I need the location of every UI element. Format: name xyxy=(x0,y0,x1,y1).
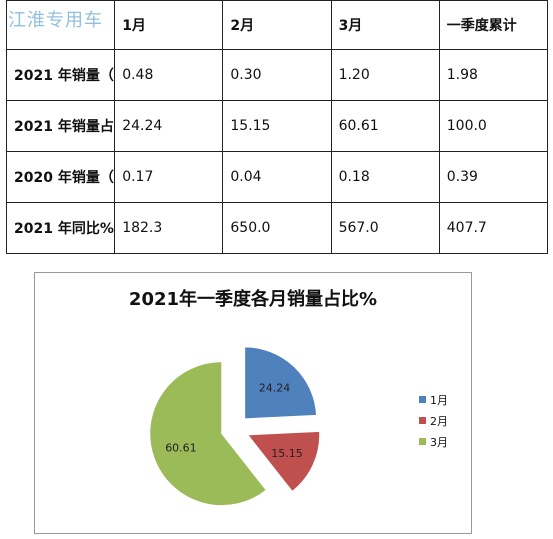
table-row: 2021 年销量（万辆） 0.48 0.30 1.20 1.98 xyxy=(5,49,549,101)
chart-legend: 1月 2月 3月 xyxy=(419,389,467,452)
pie-slice-2 xyxy=(246,430,321,493)
table-row: 2021 年同比% 182.3 650.0 567.0 407.7 xyxy=(5,202,549,254)
table-cell: 567.0 xyxy=(330,202,440,254)
sales-table: 1月 2月 3月 一季度累计 2021 年销量（万辆） 0.48 0.30 1.… xyxy=(5,0,549,254)
table-cell: 0.30 xyxy=(222,49,332,101)
table-cell: 182.3 xyxy=(114,202,224,254)
header-cell-jan: 1月 xyxy=(114,0,224,50)
table-cell: 0.04 xyxy=(222,151,332,203)
table-cell: 24.24 xyxy=(114,100,224,152)
table-cell: 15.15 xyxy=(222,100,332,152)
legend-swatch xyxy=(419,438,426,445)
table-cell: 650.0 xyxy=(222,202,332,254)
legend-label: 1月 xyxy=(430,393,448,407)
row-label: 2021 年同比% xyxy=(5,202,116,254)
table-cell: 0.39 xyxy=(438,151,549,203)
table-row: 2020 年销量（万辆） 0.17 0.04 0.18 0.39 xyxy=(5,151,549,203)
chart-title: 2021年一季度各月销量占比% xyxy=(128,289,378,310)
row-label: 2020 年销量（万辆） xyxy=(5,151,116,203)
row-label: 2021 年销量占比% xyxy=(5,100,116,152)
header-cell-q1-total: 一季度累计 xyxy=(438,0,549,50)
pie-slice-1 xyxy=(244,346,318,420)
table-cell: 1.98 xyxy=(438,49,549,101)
table-cell: 0.17 xyxy=(114,151,224,203)
pie-data-label: 24.24 xyxy=(259,382,291,395)
row-label: 2021 年销量（万辆） xyxy=(5,49,116,101)
table-cell: 1.20 xyxy=(330,49,440,101)
table-cell: 60.61 xyxy=(330,100,440,152)
header-cell-feb: 2月 xyxy=(222,0,332,50)
legend-item: 3月 xyxy=(419,431,467,452)
table-cell: 0.18 xyxy=(330,151,440,203)
legend-item: 1月 xyxy=(419,389,467,410)
pie-chart-canvas: 24.24 15.15 60.61 xyxy=(149,346,321,507)
legend-item: 2月 xyxy=(419,410,467,431)
table-cell: 407.7 xyxy=(438,202,549,254)
legend-swatch xyxy=(419,396,426,403)
table-header-row: 1月 2月 3月 一季度累计 xyxy=(5,0,549,50)
table-cell: 0.48 xyxy=(114,49,224,101)
table-cell: 100.0 xyxy=(438,100,549,152)
legend-label: 2月 xyxy=(430,414,448,428)
pie-data-label: 60.61 xyxy=(165,442,197,455)
legend-label: 3月 xyxy=(430,435,448,449)
header-cell xyxy=(5,0,116,50)
table-row: 2021 年销量占比% 24.24 15.15 60.61 100.0 xyxy=(5,100,549,152)
pie-slice-3 xyxy=(149,361,267,507)
pie-chart: 24.24 15.15 60.61 2021年一季度各月销量占比% 1月 2月 3月 xyxy=(34,272,472,534)
header-cell-mar: 3月 xyxy=(330,0,440,50)
legend-swatch xyxy=(419,417,426,424)
pie-data-label: 15.15 xyxy=(271,447,303,460)
